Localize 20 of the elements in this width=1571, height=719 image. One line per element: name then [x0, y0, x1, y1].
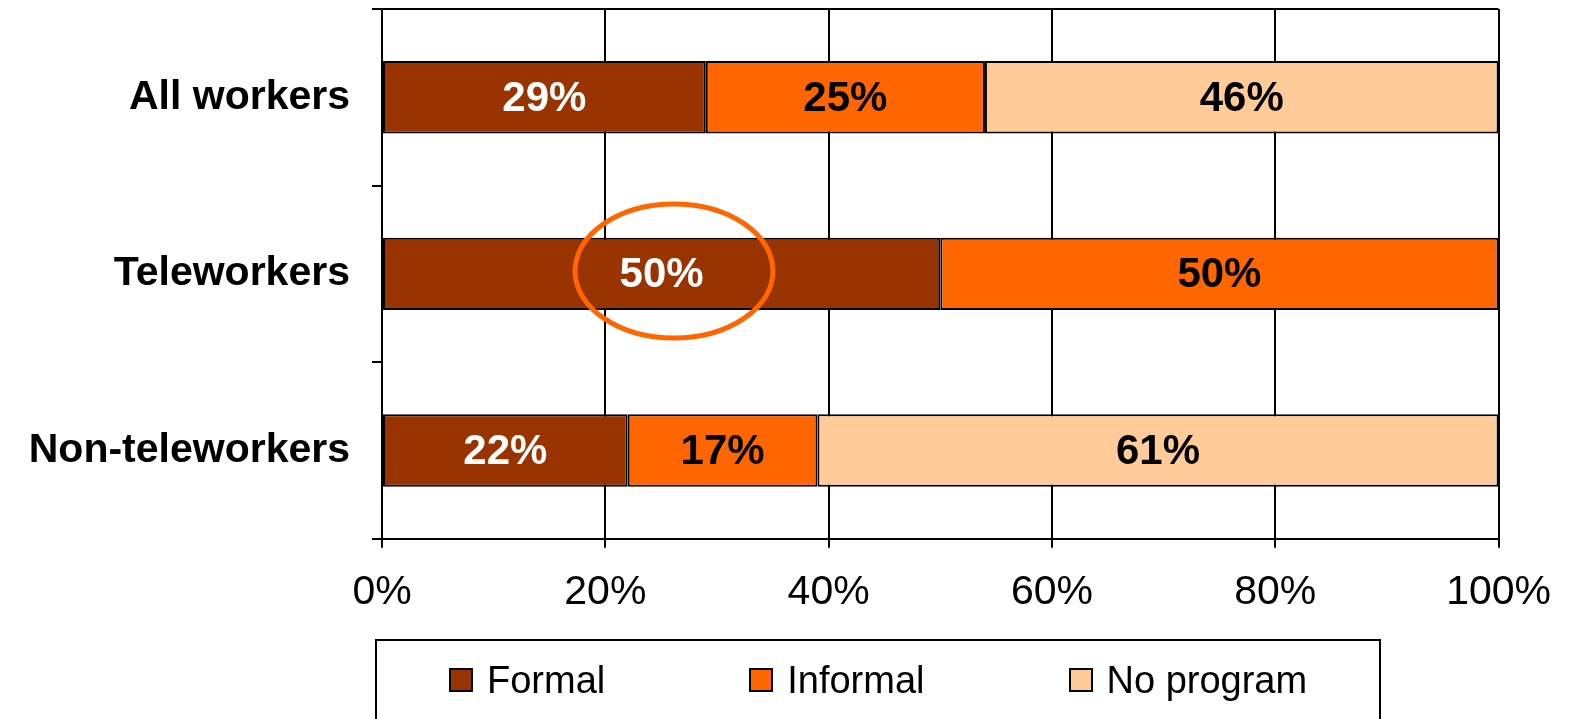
x-tick-label: 20%	[564, 566, 647, 613]
data-label: 46%	[1199, 72, 1284, 120]
data-label: 50%	[1177, 249, 1262, 297]
x-tick-label: 40%	[787, 566, 870, 613]
legend-label: Informal	[787, 658, 925, 702]
x-tick-label: 80%	[1234, 566, 1317, 613]
y-tick-label: Non-teleworkers	[28, 424, 350, 471]
data-label: 22%	[463, 426, 548, 474]
y-tick-label: Teleworkers	[113, 248, 350, 295]
y-tick-label: All workers	[128, 71, 350, 118]
data-label: 29%	[502, 72, 587, 120]
data-label: 50%	[619, 249, 704, 297]
data-label: 17%	[680, 426, 765, 474]
legend-label: Formal	[487, 658, 606, 702]
x-tick-label: 100%	[1446, 566, 1552, 613]
x-tick-label: 0%	[352, 566, 412, 613]
data-label: 61%	[1115, 426, 1201, 474]
legend-label: No program	[1106, 658, 1308, 702]
data-label: 25%	[803, 72, 888, 120]
x-tick-label: 60%	[1010, 566, 1093, 613]
